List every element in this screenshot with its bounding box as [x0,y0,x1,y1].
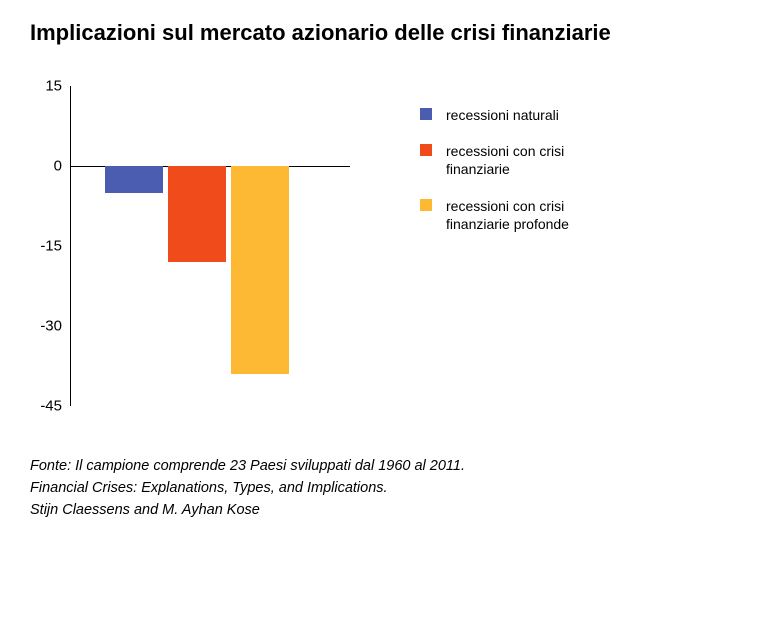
y-tick-label: -30 [22,318,62,335]
legend: recessioni naturali recessioni con crisi … [420,106,606,251]
chart-area: 150-15-30-45 recessioni naturalirecessio… [70,86,731,406]
bars-group [71,86,350,406]
footnote-line: Financial Crises: Explanations, Types, a… [30,478,731,500]
legend-swatch [420,144,432,156]
y-tick-label: -15 [22,238,62,255]
legend-item: recessioni naturali [420,106,606,124]
bar [231,166,290,374]
legend-item: recessioni con crisi finanziarie [420,142,606,178]
plot [70,86,350,406]
legend-item: recessioni con crisi finanziarie profond… [420,197,606,233]
bar [105,166,164,193]
chart-title: Implicazioni sul mercato azionario delle… [30,20,731,46]
plot-container: 150-15-30-45 [70,86,350,406]
legend-label: recessioni con crisi finanziarie profond… [446,197,606,233]
legend-label: recessioni naturali [446,106,559,124]
bar [168,166,227,262]
footnote-line: Stijn Claessens and M. Ayhan Kose [30,500,731,522]
footnote-line: Fonte: Il campione comprende 23 Paesi sv… [30,456,731,478]
y-axis: 150-15-30-45 [20,86,70,406]
legend-label: recessioni con crisi finanziarie [446,142,606,178]
y-tick-label: -45 [22,398,62,415]
legend-swatch [420,108,432,120]
y-tick-label: 0 [22,158,62,175]
y-tick-label: 15 [22,78,62,95]
legend-swatch [420,199,432,211]
footnotes: Fonte: Il campione comprende 23 Paesi sv… [30,456,731,521]
